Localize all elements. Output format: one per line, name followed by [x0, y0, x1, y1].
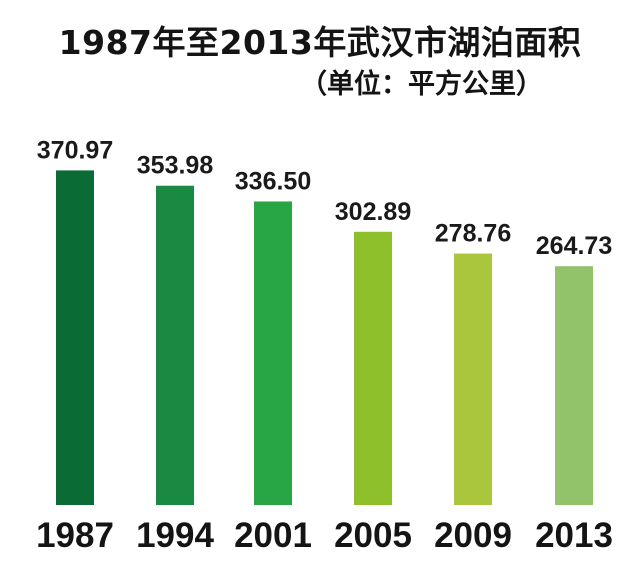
x-tick-label-1994: 1994 [136, 516, 214, 555]
value-label-1994: 353.98 [137, 152, 214, 180]
value-label-2005: 302.89 [335, 198, 411, 226]
x-tick-label-1987: 1987 [36, 516, 114, 555]
bar-1994 [156, 185, 194, 506]
bar-2005 [354, 231, 392, 505]
bar-2001 [254, 201, 292, 506]
x-tick-label-2013: 2013 [535, 516, 613, 555]
chart-subtitle: （单位：平方公里） [300, 69, 543, 100]
x-tick-label-2005: 2005 [334, 516, 412, 555]
bar-1987 [56, 170, 94, 505]
value-label-2009: 278.76 [435, 220, 511, 248]
bar-2009 [454, 253, 492, 505]
value-label-2013: 264.73 [536, 232, 612, 260]
value-label-2001: 336.50 [235, 167, 311, 195]
chart-title: 1987年至2013年武汉市湖泊面积 [58, 23, 582, 62]
bar-2013 [555, 266, 593, 505]
value-label-1987: 370.97 [37, 136, 113, 164]
x-tick-label-2009: 2009 [434, 516, 512, 555]
x-tick-label-2001: 2001 [234, 516, 312, 555]
